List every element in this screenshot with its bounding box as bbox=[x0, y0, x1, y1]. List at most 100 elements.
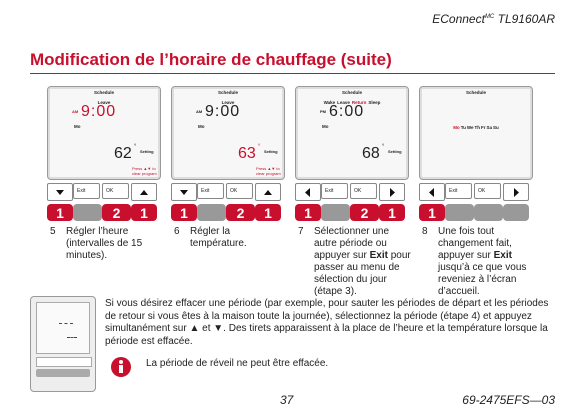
hint: clear program bbox=[132, 171, 157, 176]
thumbnail-badges bbox=[36, 369, 90, 377]
step-text: Régler la température. bbox=[190, 226, 280, 250]
arrow-button bbox=[171, 183, 197, 201]
day: Tu bbox=[460, 125, 466, 130]
display: Schedule Leave AM 9:00 Mo 62 ° Setting Press ▲▼ … bbox=[47, 86, 161, 180]
arrow-button bbox=[255, 183, 281, 201]
step-bold: Exit bbox=[369, 250, 388, 261]
setting-label: Setting bbox=[264, 149, 278, 154]
badge bbox=[474, 204, 503, 221]
display: Schedule Leave AM 9:00 Mo 63 ° Setting Press ▲▼ … bbox=[171, 86, 285, 180]
temperature: 62 bbox=[114, 145, 132, 162]
period: Return bbox=[351, 100, 367, 105]
exit-button: Exit bbox=[197, 183, 224, 199]
arrow-button bbox=[503, 183, 529, 201]
badge bbox=[445, 204, 474, 221]
badge: 1 bbox=[419, 204, 445, 221]
badge bbox=[503, 204, 529, 221]
step-bold: Exit bbox=[493, 250, 512, 261]
schedule-label: Schedule bbox=[465, 90, 486, 95]
period: Wake bbox=[323, 100, 336, 105]
step-part: Une fois tout changement fait, appuyer s… bbox=[438, 226, 512, 261]
step-text: Une fois tout changement fait, appuyer s… bbox=[438, 226, 528, 298]
period: Leave bbox=[221, 100, 235, 105]
step-part: Régler la température. bbox=[190, 226, 247, 249]
ampm: PM bbox=[320, 109, 326, 114]
arrow-button bbox=[131, 183, 157, 201]
hint: clear program bbox=[256, 171, 281, 176]
periods: Leave bbox=[172, 100, 284, 105]
day: We bbox=[466, 125, 474, 130]
setting-label: Setting bbox=[140, 149, 154, 154]
brand-sup: MC bbox=[484, 14, 495, 20]
period: Leave bbox=[337, 100, 350, 105]
ok-button: OK bbox=[226, 183, 253, 199]
day: Mo bbox=[198, 124, 205, 129]
hint: Press ▲▼ to bbox=[132, 166, 156, 171]
step-number: 5 bbox=[50, 226, 56, 237]
ampm: AM bbox=[196, 109, 203, 114]
schedule-label: Schedule bbox=[341, 90, 362, 95]
schedule-label: Schedule bbox=[217, 90, 238, 95]
temperature: 63 bbox=[238, 145, 256, 162]
display: Schedule MoTuWeThFrSaSu bbox=[419, 86, 533, 180]
badge: 2 bbox=[102, 204, 131, 221]
arrow-button bbox=[47, 183, 73, 201]
time: 9:00 bbox=[205, 103, 241, 120]
day: Sa bbox=[486, 125, 493, 130]
note: La période de réveil ne peut être effacé… bbox=[146, 358, 329, 369]
title: Modification de l’horaire de chauffage (… bbox=[30, 50, 392, 69]
ampm: AM bbox=[72, 109, 79, 114]
badge: 1 bbox=[171, 204, 197, 221]
badge: 1 bbox=[379, 204, 405, 221]
day: Mo bbox=[453, 125, 460, 130]
brand: EConnect bbox=[432, 12, 485, 26]
step-part: Régler l’heure (intervalles de 15 minute… bbox=[66, 226, 143, 261]
dashes bbox=[59, 323, 73, 326]
rule bbox=[30, 73, 555, 74]
day: Th bbox=[474, 125, 481, 130]
ok-button: OK bbox=[474, 183, 501, 199]
ok-button: OK bbox=[350, 183, 377, 199]
step-number: 7 bbox=[298, 226, 304, 237]
paragraph: Si vous désirez effacer une période (par… bbox=[105, 298, 549, 347]
exit-button: Exit bbox=[73, 183, 100, 199]
temperature: 68 bbox=[362, 145, 380, 162]
degree: ° bbox=[382, 144, 385, 150]
time: 9:00 bbox=[81, 103, 117, 120]
badge: 2 bbox=[226, 204, 255, 221]
schedule-label: Schedule bbox=[93, 90, 114, 95]
time: 6:00 bbox=[329, 103, 365, 120]
dashes bbox=[67, 337, 77, 338]
degree: ° bbox=[258, 144, 261, 150]
step-part: Sélectionner une autre période ou appuye… bbox=[314, 226, 390, 261]
step-part: jusqu’à ce que vous reveniez à l’écran d… bbox=[438, 262, 527, 297]
day: Mo bbox=[74, 124, 81, 129]
hint: Press ▲▼ to bbox=[256, 166, 280, 171]
period: Leave bbox=[97, 100, 111, 105]
degree: ° bbox=[134, 144, 137, 150]
model: TL9160AR bbox=[497, 12, 555, 26]
arrow-button bbox=[379, 183, 405, 201]
thumbnail-display bbox=[36, 302, 90, 354]
step-part: pour passer au menu de sélection du jour… bbox=[314, 250, 411, 297]
badge: 1 bbox=[255, 204, 281, 221]
periods: Leave bbox=[48, 100, 160, 105]
badge: 1 bbox=[47, 204, 73, 221]
header: EConnectMC TL9160AR bbox=[432, 12, 555, 26]
thumbnail-buttons bbox=[36, 357, 92, 367]
ok-button: OK bbox=[102, 183, 129, 199]
badge: 1 bbox=[295, 204, 321, 221]
day: Fr bbox=[481, 125, 486, 130]
setting-label: Setting bbox=[388, 149, 402, 154]
exit-button: Exit bbox=[321, 183, 348, 199]
exit-button: Exit bbox=[445, 183, 472, 199]
badge: 1 bbox=[131, 204, 157, 221]
badge bbox=[321, 204, 350, 221]
period: Sleep bbox=[368, 100, 381, 105]
arrow-button bbox=[419, 183, 445, 201]
step-text: Sélectionner une autre période ou appuye… bbox=[314, 226, 414, 298]
badge bbox=[73, 204, 102, 221]
periods: Wake Leave Return Sleep bbox=[296, 100, 408, 105]
doc-code: 69-2475EFS—03 bbox=[462, 393, 555, 407]
